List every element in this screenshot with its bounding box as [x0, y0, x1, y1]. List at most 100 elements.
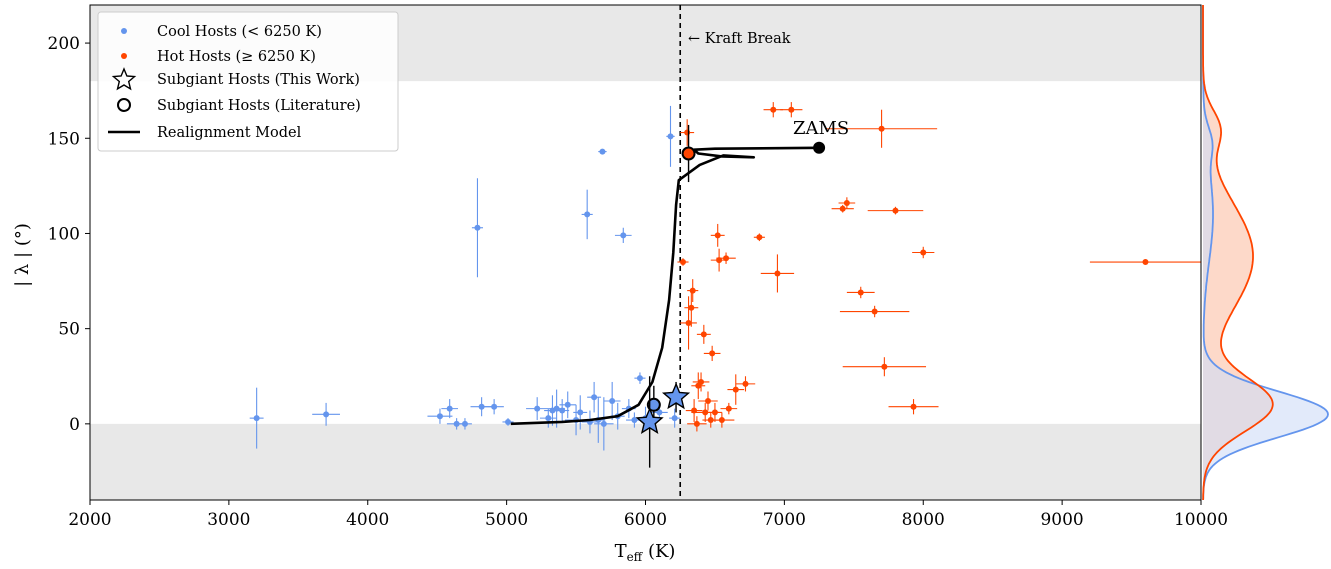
- subgiant-literature-marker: [681, 146, 696, 161]
- hot-host-point: [742, 380, 749, 387]
- main-plot: ← Kraft Break ZAMS 2000 3000 4000 5000 6000 7…: [48, 4, 1228, 530]
- legend-box: [97, 11, 399, 152]
- x-tick-label: 10000: [1174, 510, 1228, 530]
- hot-host-point: [685, 319, 692, 326]
- x-tick-label: 7000: [763, 510, 806, 530]
- hot-host-point: [920, 249, 927, 256]
- cool-host-point: [491, 403, 498, 410]
- hot-host-point: [709, 350, 716, 357]
- realignment-model-line: [510, 146, 820, 426]
- zams-label: ZAMS: [793, 118, 849, 139]
- cool-host-point: [323, 411, 330, 418]
- legend-marker-cool: [121, 28, 127, 34]
- hot-host-point: [684, 129, 691, 136]
- legend-label-hot: Hot Hosts (≥ 6250 K): [157, 49, 316, 65]
- subgiant-this-work-marker: [635, 407, 664, 434]
- x-tick-label: 6000: [624, 510, 667, 530]
- x-tick-label: 5000: [485, 510, 528, 530]
- hot-host-point: [711, 409, 718, 416]
- hot-host-point: [839, 205, 846, 212]
- hot-host-point: [723, 255, 730, 262]
- subgiant-this-work-marker: [661, 382, 691, 410]
- cool-host-point: [577, 409, 584, 416]
- hot-host-point: [704, 398, 711, 404]
- y-tick-label: 200: [48, 34, 80, 54]
- hot-host-point: [857, 289, 864, 296]
- svg-text:Teff (K): Teff (K): [615, 541, 676, 564]
- x-tick-label: 2000: [68, 510, 111, 530]
- x-tick-label: 3000: [207, 510, 250, 530]
- legend-marker-circle: [117, 98, 131, 112]
- hot-host-point: [788, 106, 795, 113]
- hot-host-point: [881, 363, 888, 370]
- subgiant-literature-marker: [646, 397, 661, 412]
- cool-host-point: [545, 415, 552, 422]
- cool-host-point: [553, 405, 560, 412]
- hot-host-point: [698, 378, 705, 385]
- zams-point: [813, 141, 826, 154]
- hot-host-point: [688, 304, 695, 311]
- cool-host-point: [453, 420, 460, 427]
- x-axis-title-sub: eff: [627, 550, 644, 564]
- cool-host-point: [461, 420, 468, 427]
- hot-host-point: [679, 259, 686, 266]
- cool-host-point: [631, 417, 638, 424]
- cool-host-point: [600, 420, 607, 427]
- legend-marker-hot: [121, 53, 127, 59]
- legend: Cool Hosts (< 6250 K) Hot Hosts (≥ 6250 …: [97, 11, 399, 152]
- cool-host-point: [656, 409, 663, 416]
- hot-host-point: [770, 106, 777, 113]
- y-tick-label: 0: [69, 415, 80, 435]
- hot-host-point: [732, 386, 739, 393]
- y-axis-title: | λ | (°): [12, 223, 33, 287]
- kraft-break-label: ← Kraft Break: [688, 31, 791, 47]
- legend-label-cool: Cool Hosts (< 6250 K): [157, 24, 322, 40]
- x-tick-label: 9000: [1040, 510, 1083, 530]
- cool-host-point: [559, 407, 566, 414]
- cool-host-point: [599, 148, 606, 155]
- hot-host-point: [892, 207, 899, 214]
- realignment-model: [510, 141, 826, 426]
- hot-host-point: [756, 234, 763, 241]
- hot-host-point: [689, 287, 696, 294]
- hot-host-point: [871, 308, 878, 315]
- legend-label-model: Realignment Model: [157, 125, 302, 141]
- legend-label-subgiant-this-work: Subgiant Hosts (This Work): [157, 72, 360, 88]
- legend-label-subgiant-literature: Subgiant Hosts (Literature): [157, 98, 361, 114]
- cool-kde-line: [1202, 5, 1329, 501]
- y-tick-label: 100: [48, 224, 80, 244]
- hot-host-point: [716, 257, 723, 264]
- y-tick-label: 150: [48, 129, 80, 149]
- kde-side-panel: [1202, 5, 1329, 501]
- hot-host-point: [714, 232, 721, 239]
- cool-host-point: [446, 405, 453, 412]
- hot-kde-line: [1202, 5, 1274, 501]
- hot-host-point: [910, 403, 917, 410]
- y-tick-label: 50: [58, 320, 80, 340]
- cool-host-point: [609, 398, 616, 404]
- subgiant-markers: [635, 124, 696, 468]
- cool-host-point: [620, 232, 627, 239]
- hot-host-point: [774, 270, 781, 277]
- cool-host-point: [671, 415, 678, 422]
- cool-host-point: [591, 394, 598, 401]
- cool-kde-fill: [1203, 5, 1328, 500]
- cool-host-point: [478, 403, 485, 410]
- x-axis-title: Teff (K): [615, 541, 676, 564]
- y-axis-ticks: 0 50 100 150 200: [48, 34, 90, 435]
- hot-host-point: [725, 405, 732, 412]
- cool-host-point: [667, 133, 674, 140]
- hot-host-point: [700, 331, 707, 338]
- cool-host-point: [534, 405, 541, 412]
- x-tick-label: 4000: [346, 510, 389, 530]
- x-axis-title-unit: (K): [642, 541, 675, 562]
- cool-host-point: [636, 375, 643, 382]
- cool-host-point: [253, 415, 260, 422]
- hot-host-point: [1142, 259, 1149, 266]
- hot-host-point: [707, 417, 714, 424]
- x-axis-ticks: 2000 3000 4000 5000 6000 7000 8000 9000 10000: [68, 500, 1228, 530]
- cool-host-point: [584, 211, 591, 218]
- hot-host-point: [702, 409, 709, 416]
- legend-marker-star: [111, 67, 137, 91]
